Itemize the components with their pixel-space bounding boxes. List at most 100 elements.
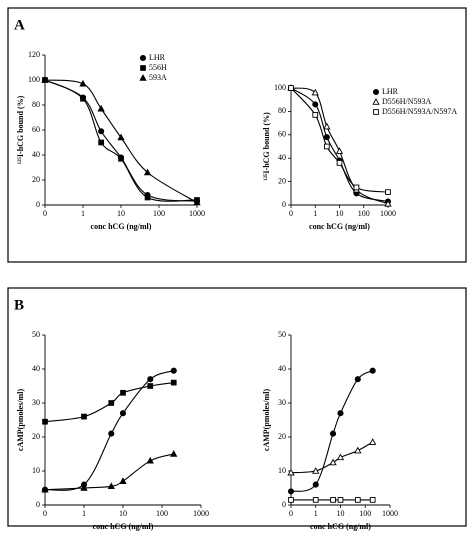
y-tick-label: 80 [278,106,286,115]
y-tick-label: 20 [278,176,286,185]
data-point [354,376,361,383]
y-tick-label: 10 [32,466,40,475]
curve [290,441,373,474]
legend-marker [139,54,147,62]
data-point [329,458,337,466]
x-tick-label: 10 [336,209,344,218]
curve [44,79,198,202]
y-tick-label: 0 [36,500,40,509]
curve [290,87,389,205]
data-point [287,468,295,476]
y-tick-label: 40 [278,364,286,373]
x-tick-label: 0 [43,509,47,518]
data-point [81,413,87,420]
y-tick-label: 20 [278,432,286,441]
y-tick-label: 20 [32,175,40,184]
panel-label: A [14,17,25,33]
data-point [117,133,125,141]
data-point [143,168,152,176]
x-tick-label: 100 [156,509,168,518]
x-axis-title: conc hCG (ng/ml) [310,522,371,531]
legend-marker [140,65,146,71]
legend-label: LHR [149,53,166,62]
data-point [80,95,86,102]
data-point [323,122,331,130]
data-point [170,450,178,457]
data-point [329,430,337,437]
data-point [335,147,344,154]
data-point [170,379,177,386]
data-point [41,76,49,83]
y-tick-label: 50 [32,330,40,339]
data-point [369,367,376,374]
y-tick-label: 30 [278,398,286,407]
data-point [98,139,104,146]
y-axis-title: ¹²⁵I-hCG bound (%) [262,112,271,181]
y-axis-title: ¹²⁵I-hCG bound (%) [16,95,25,164]
x-tick-label: 1 [81,209,85,218]
data-point [323,143,330,150]
data-point [147,376,154,383]
legend-marker [373,109,379,115]
x-tick-label: 1 [82,509,86,518]
y-axis-title: cAMP(pmoles/ml) [262,389,271,452]
data-point [79,79,87,87]
data-point [312,101,319,108]
data-point [353,184,360,191]
x-tick-label: 0 [289,509,293,518]
data-point [337,410,344,417]
curve [44,79,198,202]
x-tick-label: 1000 [380,209,396,218]
legend-marker [139,74,147,81]
legend-label: D556H/N593A/N597A [382,107,457,116]
data-point [385,189,391,195]
data-point [41,485,49,493]
data-point [108,430,115,437]
y-axis-title: cAMP(pmoles/ml) [16,389,25,452]
data-point [384,199,392,207]
data-point [312,467,320,474]
x-axis-title: conc hCG (ng/ml) [309,222,370,231]
data-point [288,497,294,503]
data-point [193,198,201,206]
y-tick-label: 30 [32,398,40,407]
data-point [312,112,319,118]
data-point [170,367,177,374]
data-point [119,477,127,484]
panel-frame [7,7,467,263]
data-point [42,418,48,425]
x-tick-label: 1000 [193,509,209,518]
y-tick-label: 20 [32,432,40,441]
curve [290,87,389,203]
legend-label: LHR [382,87,399,96]
y-tick-label: 120 [28,50,40,59]
data-point [107,482,115,490]
legend-marker [372,98,380,105]
data-point [369,497,376,503]
data-point [119,410,127,417]
x-axis-title: conc hCG (ng/ml) [91,222,152,231]
legend-label: 593A [149,73,167,82]
data-point [120,389,126,396]
data-point [354,497,361,503]
x-tick-label: 1000 [189,209,205,218]
x-tick-label: 10 [119,509,127,518]
y-tick-label: 40 [32,150,40,159]
x-tick-label: 10 [117,209,125,218]
y-tick-label: 80 [32,100,40,109]
y-tick-label: 0 [282,200,286,209]
x-tick-label: 0 [289,209,293,218]
data-point [108,400,115,406]
curve [44,79,198,203]
x-tick-label: 1 [314,509,318,518]
x-tick-label: 100 [358,209,370,218]
x-tick-label: 100 [153,209,165,218]
x-tick-label: 1 [313,209,317,218]
x-tick-label: 100 [359,509,371,518]
data-point [80,484,88,491]
data-point [312,497,319,503]
data-point [330,497,336,503]
data-point [311,88,319,96]
